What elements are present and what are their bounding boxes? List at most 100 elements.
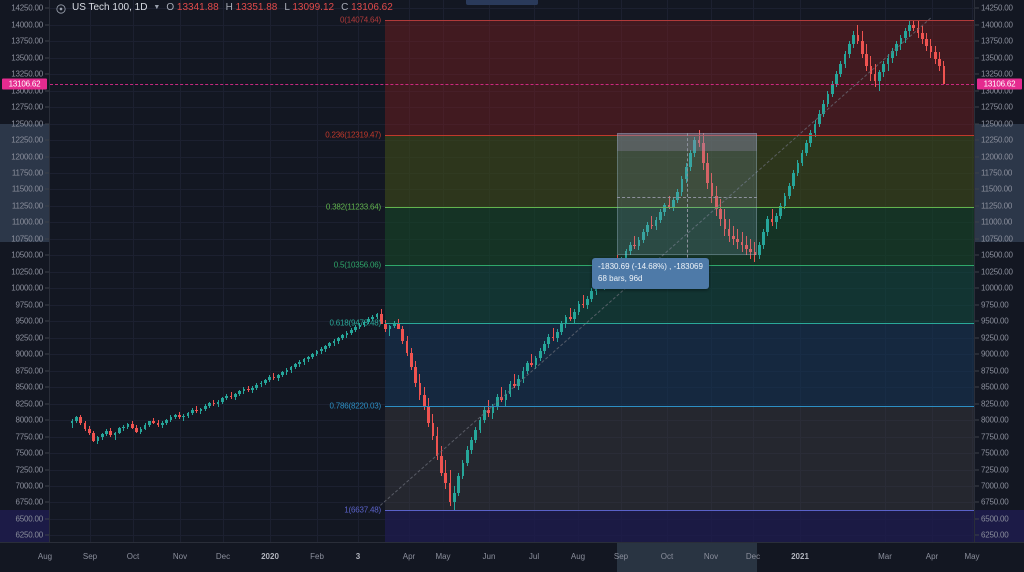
- price-tick-mark: [975, 304, 979, 306]
- price-tick-label: 13750.00: [11, 36, 43, 46]
- fib-zone: [385, 405, 974, 510]
- fib-zone: [385, 19, 974, 136]
- price-tick-label: 11000.00: [981, 217, 1013, 227]
- price-tick-label: 10000.00: [981, 283, 1013, 293]
- fib-level-line-0-382[interactable]: [385, 207, 974, 208]
- price-tick-label: 14250.00: [981, 3, 1013, 13]
- price-tick-label: 7500.00: [981, 448, 1009, 458]
- price-tick-mark: [45, 205, 49, 207]
- price-tick-label: 11500.00: [11, 184, 43, 194]
- grid-line-vertical: [133, 0, 134, 542]
- fib-zone: [385, 322, 974, 406]
- price-tick-label: 12500.00: [981, 119, 1013, 129]
- price-tick-mark: [975, 403, 979, 405]
- fib-level-label-0-618: 0.618(9478.48): [329, 318, 382, 328]
- price-tick-mark: [975, 24, 979, 26]
- time-tick-label: Feb: [310, 552, 324, 561]
- grid-line-horizontal: [50, 502, 974, 504]
- price-tick-label: 8000.00: [981, 415, 1009, 425]
- time-tick-label: May: [964, 552, 980, 561]
- price-tick-label: 13750.00: [981, 36, 1013, 46]
- price-tick-label: 10000.00: [11, 283, 43, 293]
- price-axis-right[interactable]: 14250.00 14000.00 13750.00 13500.00 13250.00…: [974, 0, 1024, 571]
- price-tick-label: 13250.00: [11, 69, 43, 79]
- fib-level-label-0: 0(14074.64): [340, 15, 381, 25]
- price-tick-label: 6500.00: [981, 514, 1009, 524]
- last-price-badge-right[interactable]: 13106.62: [977, 78, 1022, 90]
- price-tick-mark: [975, 139, 979, 141]
- price-tick-mark: [975, 123, 979, 125]
- price-tick-label: 8000.00: [15, 415, 43, 425]
- grid-line-horizontal: [50, 485, 974, 487]
- price-tick-mark: [45, 501, 49, 503]
- time-tick-label: Oct: [660, 552, 674, 561]
- grid-line-horizontal: [50, 123, 974, 125]
- symbol-title[interactable]: US Tech 100, 1D: [72, 2, 148, 13]
- price-tick-mark: [45, 337, 49, 339]
- time-range-highlight: [617, 543, 757, 572]
- price-tick-mark: [45, 139, 49, 141]
- time-tick-label: Apr: [925, 552, 939, 561]
- price-tick-mark: [45, 386, 49, 388]
- price-tick-label: 9500.00: [981, 316, 1009, 326]
- price-tick-mark: [45, 320, 49, 322]
- fib-level-line-0-618[interactable]: [385, 322, 974, 324]
- grid-line-horizontal: [50, 420, 974, 422]
- price-tick-mark: [975, 353, 979, 355]
- time-tick-label: Sep: [613, 552, 629, 561]
- price-tick-mark: [975, 501, 979, 503]
- price-tick-label: 8500.00: [981, 382, 1009, 392]
- price-tick-label: 9750.00: [981, 300, 1009, 310]
- price-tick-label: 10750.00: [981, 234, 1013, 244]
- eye-icon[interactable]: [56, 3, 66, 14]
- measurement-tooltip: -1830.69 (-14.68%) , -183069 68 bars, 96d: [592, 258, 709, 289]
- price-tick-label: 12000.00: [981, 152, 1013, 161]
- fib-level-line-0-236[interactable]: [385, 135, 974, 137]
- price-tick-label: 11500.00: [981, 184, 1013, 194]
- fib-level-label-0-786: 0.786(8220.03): [329, 401, 382, 411]
- price-tick-label: 6250.00: [981, 530, 1009, 540]
- price-tick-mark: [975, 73, 979, 75]
- ohlc-value-h: 13351.88: [235, 2, 278, 13]
- price-tick-label: 13000.00: [11, 86, 43, 96]
- grid-line-horizontal: [50, 107, 974, 109]
- price-tick-label: 12750.00: [11, 102, 43, 112]
- price-tick-label: 13000.00: [981, 86, 1013, 96]
- grid-line-horizontal: [50, 90, 974, 92]
- price-tick-label: 11250.00: [11, 201, 43, 211]
- price-tick-mark: [975, 419, 979, 421]
- fib-level-line-1[interactable]: [385, 509, 974, 511]
- time-tick-label: 2020: [261, 552, 279, 561]
- time-tick-label: Aug: [37, 552, 53, 561]
- price-tick-label: 6750.00: [15, 497, 43, 507]
- chevron-down-icon[interactable]: ▼: [153, 4, 161, 11]
- time-axis[interactable]: Aug Sep Oct Nov Dec 2020 Feb 3 Apr May Jun Jul Aug Se…: [0, 542, 1024, 572]
- price-plot-area[interactable]: 0(14074.64) 0.236(12319.47) 0.382(11233.64…: [50, 0, 974, 542]
- price-tick-label: 7250.00: [15, 465, 43, 474]
- price-tick-mark: [45, 221, 49, 223]
- price-tick-label: 8250.00: [15, 399, 43, 409]
- price-tick-mark: [45, 172, 49, 174]
- price-axis-left[interactable]: 14250.00 14000.00 13750.00 13500.00 13250.00…: [0, 0, 50, 571]
- last-price-badge-left[interactable]: 13106.62: [2, 78, 47, 90]
- grid-line-vertical: [270, 0, 271, 542]
- fib-level-line-0[interactable]: [385, 19, 974, 21]
- price-tick-mark: [45, 469, 49, 470]
- price-tick-mark: [975, 452, 979, 454]
- price-tick-mark: [45, 304, 49, 306]
- price-tick-label: 9000.00: [981, 349, 1009, 359]
- price-tick-label: 7250.00: [981, 465, 1009, 474]
- grid-line-vertical: [223, 0, 224, 542]
- price-tick-mark: [45, 370, 49, 372]
- save-chart-image-button[interactable]: [466, 0, 538, 5]
- price-tick-mark: [975, 287, 979, 289]
- price-tick-mark: [45, 436, 49, 438]
- measurement-duration: 68 bars, 96d: [598, 274, 643, 283]
- price-tick-label: 10750.00: [11, 234, 43, 244]
- ohlc-values: O 13341.88 H 13351.88 L 13099.12 C 13106…: [166, 2, 392, 13]
- fib-level-line-0-786[interactable]: [385, 405, 974, 407]
- price-tick-label: 14000.00: [981, 20, 1013, 30]
- grid-line-horizontal: [50, 453, 974, 455]
- grid-line-horizontal: [50, 469, 974, 471]
